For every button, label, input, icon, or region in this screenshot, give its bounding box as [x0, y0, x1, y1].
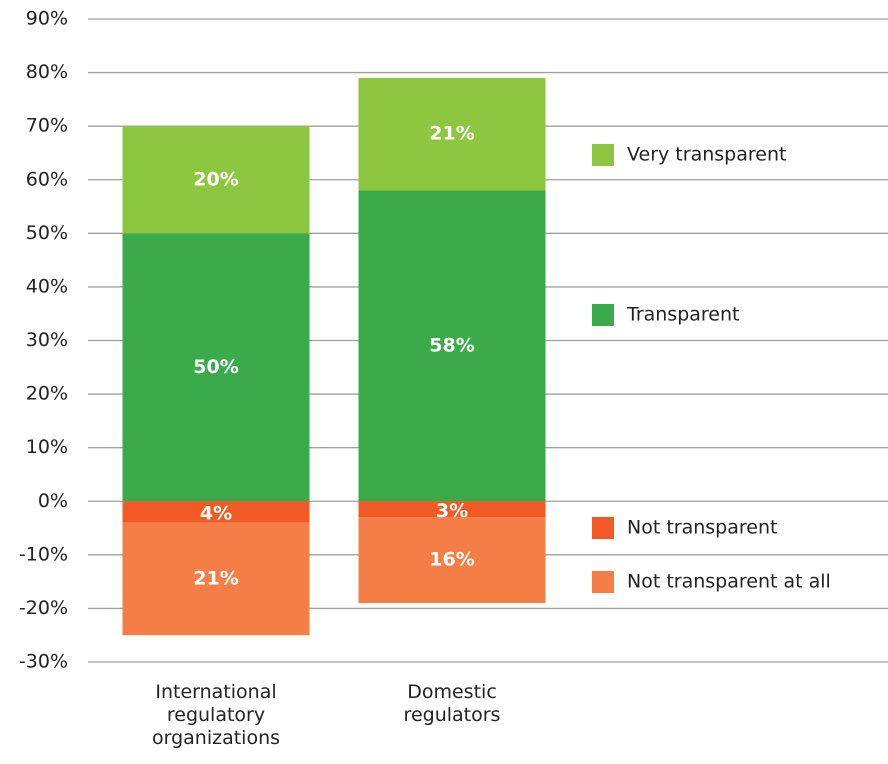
y-tick-label: 80%	[26, 61, 68, 83]
data-label: 21%	[193, 567, 238, 589]
bar-segment	[358, 190, 546, 502]
legend-swatch	[592, 304, 614, 326]
y-tick-label: -30%	[19, 651, 68, 673]
data-label: 58%	[429, 334, 474, 356]
bar-segment	[358, 517, 546, 604]
y-tick-label: 50%	[26, 222, 68, 244]
y-tick-label: 10%	[26, 436, 68, 458]
legend-swatch	[592, 517, 614, 539]
legend-label: Very transparent	[627, 144, 786, 166]
data-label: 20%	[193, 168, 238, 190]
y-tick-label: 0%	[38, 490, 68, 512]
x-tick-label: Domestic regulators	[403, 681, 501, 726]
legend-swatch	[592, 144, 614, 166]
bar-segment	[122, 233, 310, 502]
legend-label: Not transparent at all	[627, 571, 831, 593]
data-label: 16%	[429, 549, 474, 571]
legend-label: Not transparent	[627, 517, 777, 539]
bar-segment	[122, 126, 310, 234]
y-tick-label: 60%	[26, 168, 68, 190]
data-label: 21%	[429, 123, 474, 145]
data-label: 3%	[436, 500, 468, 522]
y-tick-label: 90%	[26, 8, 68, 30]
y-tick-label: -20%	[19, 597, 68, 619]
y-tick-label: 70%	[26, 115, 68, 137]
bar-segment	[358, 77, 546, 191]
bar-segment	[358, 501, 546, 518]
y-tick-label: 40%	[26, 275, 68, 297]
legend-label: Transparent	[626, 304, 740, 326]
y-tick-label: 20%	[26, 383, 68, 405]
bar-segment	[122, 501, 310, 523]
data-label: 4%	[200, 502, 232, 524]
data-label: 50%	[193, 356, 238, 378]
y-tick-label: -10%	[19, 543, 68, 565]
legend-swatch	[592, 571, 614, 593]
bar-segment	[122, 522, 310, 636]
y-tick-label: 30%	[26, 329, 68, 351]
x-tick-label: International regulatory organizations	[151, 681, 281, 749]
